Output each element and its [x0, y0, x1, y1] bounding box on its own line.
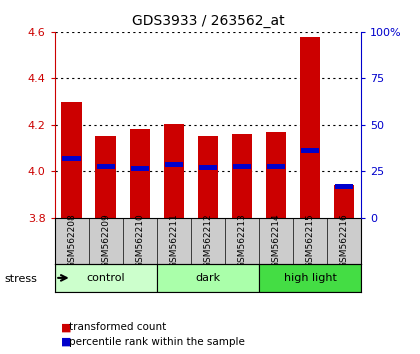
Title: GDS3933 / 263562_at: GDS3933 / 263562_at	[131, 14, 284, 28]
Text: dark: dark	[195, 273, 220, 283]
Bar	[267, 164, 285, 169]
Bar	[266, 132, 286, 218]
Text: GSM562208: GSM562208	[67, 213, 76, 268]
Text: GSM562214: GSM562214	[272, 213, 281, 268]
Text: GSM562215: GSM562215	[306, 213, 315, 268]
Bar	[165, 162, 183, 167]
Text: GSM562209: GSM562209	[101, 213, 110, 268]
Bar	[198, 136, 218, 218]
Bar	[301, 148, 319, 153]
Text: GSM562211: GSM562211	[169, 213, 178, 268]
Bar	[233, 164, 251, 169]
Text: ■: ■	[61, 337, 71, 347]
Bar	[129, 130, 150, 218]
Bar	[259, 264, 361, 292]
Text: GSM562213: GSM562213	[237, 213, 247, 268]
Bar	[55, 264, 157, 292]
Bar	[157, 264, 259, 292]
Text: stress: stress	[4, 274, 37, 284]
Text: ■: ■	[61, 322, 71, 332]
Bar	[131, 166, 149, 171]
Text: GSM562212: GSM562212	[203, 213, 213, 268]
Text: high light: high light	[284, 273, 336, 283]
Bar	[335, 184, 353, 189]
Bar	[232, 134, 252, 218]
Bar	[97, 164, 115, 169]
Text: GSM562210: GSM562210	[135, 213, 144, 268]
Text: percentile rank within the sample: percentile rank within the sample	[69, 337, 245, 347]
Text: control: control	[87, 273, 125, 283]
Text: transformed count: transformed count	[69, 322, 167, 332]
Bar	[199, 165, 217, 170]
Bar	[63, 156, 81, 161]
Bar	[95, 136, 116, 218]
Bar	[61, 102, 82, 218]
Bar	[334, 185, 354, 218]
Bar	[164, 124, 184, 218]
Bar	[300, 36, 320, 218]
Text: GSM562216: GSM562216	[340, 213, 349, 268]
